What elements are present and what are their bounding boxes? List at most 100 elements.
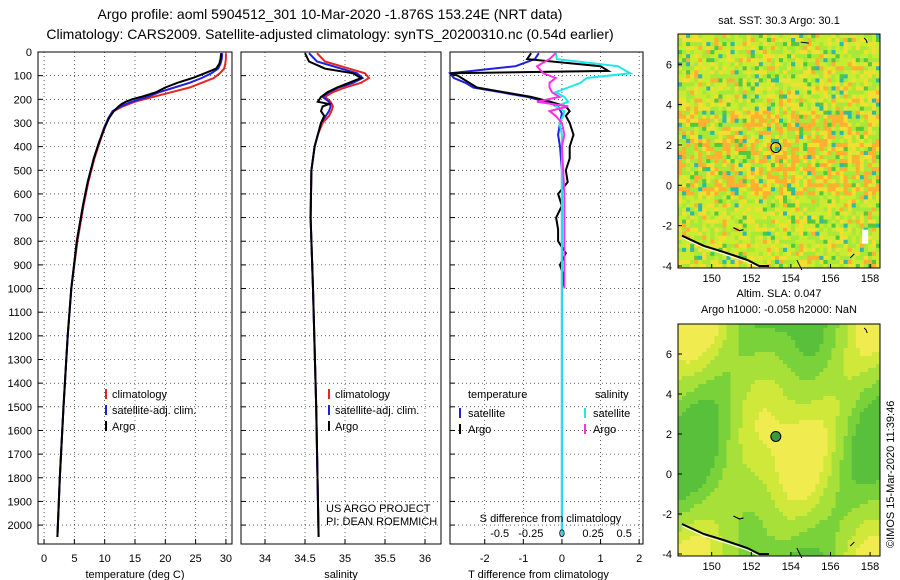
map-cell bbox=[742, 70, 747, 75]
map-cell bbox=[746, 142, 752, 148]
map-cell bbox=[710, 151, 715, 156]
map-cell bbox=[779, 328, 784, 333]
map-cell bbox=[702, 239, 707, 245]
map-cell bbox=[819, 352, 824, 357]
map-cell bbox=[807, 424, 812, 429]
map-cell bbox=[766, 191, 772, 196]
map-cell bbox=[779, 360, 784, 365]
map-cell bbox=[867, 360, 873, 365]
map-cell bbox=[819, 203, 824, 208]
map-cell bbox=[835, 203, 840, 208]
map-cell bbox=[791, 432, 796, 437]
map-cell bbox=[714, 203, 719, 208]
map-cell bbox=[746, 187, 752, 192]
map-cell bbox=[682, 66, 687, 71]
map-cell bbox=[823, 126, 828, 132]
map-cell bbox=[859, 94, 865, 99]
map-cell bbox=[718, 171, 723, 176]
map-cell bbox=[819, 86, 824, 91]
map-cell bbox=[847, 227, 853, 233]
map-cell bbox=[843, 444, 848, 449]
map-cell bbox=[783, 235, 788, 241]
map-cell bbox=[690, 46, 695, 51]
map-cell bbox=[815, 58, 820, 63]
map-cell bbox=[871, 110, 877, 116]
map-cell bbox=[851, 420, 857, 425]
map-cell bbox=[682, 94, 687, 99]
map-cell bbox=[876, 432, 881, 437]
map-cell bbox=[682, 58, 687, 63]
map-cell bbox=[702, 388, 707, 393]
map-cell bbox=[734, 114, 739, 120]
map-cell bbox=[738, 203, 743, 208]
map-cell bbox=[839, 175, 844, 180]
map-cell bbox=[726, 187, 731, 192]
map-cell bbox=[750, 243, 756, 249]
map-cell bbox=[803, 122, 808, 128]
map-cell bbox=[686, 376, 691, 381]
map-cell bbox=[876, 368, 881, 373]
map-cell bbox=[855, 54, 861, 59]
map-cell bbox=[718, 38, 723, 43]
map-cell bbox=[783, 348, 788, 353]
map-cell bbox=[831, 118, 836, 124]
map-cell bbox=[718, 187, 723, 192]
map-cell bbox=[750, 171, 756, 176]
map-cell bbox=[698, 54, 703, 59]
map-cell bbox=[799, 372, 804, 377]
map-cell bbox=[819, 231, 824, 237]
map-cell bbox=[799, 396, 804, 401]
map-cell bbox=[815, 452, 820, 457]
map-cell bbox=[686, 42, 691, 47]
map-cell bbox=[706, 199, 711, 204]
map-cell bbox=[754, 440, 760, 445]
map-cell bbox=[746, 420, 752, 425]
map-cell bbox=[694, 448, 699, 453]
map-cell bbox=[859, 388, 865, 393]
map-cell bbox=[742, 62, 747, 67]
map-cell bbox=[698, 90, 703, 95]
map-cell bbox=[803, 219, 808, 224]
map-cell bbox=[746, 118, 752, 124]
map-cell bbox=[770, 424, 776, 429]
map-cell bbox=[859, 332, 865, 337]
map-cell bbox=[770, 239, 776, 245]
map-cell bbox=[863, 364, 869, 369]
map-cell bbox=[787, 231, 792, 237]
map-cell bbox=[722, 404, 727, 409]
map-cell bbox=[843, 126, 848, 132]
map-cell bbox=[795, 38, 800, 43]
map-cell bbox=[811, 211, 816, 216]
map-cell bbox=[839, 400, 844, 405]
map-cell bbox=[859, 78, 865, 83]
map-cell bbox=[835, 255, 840, 261]
map-cell bbox=[847, 138, 853, 144]
map-cell bbox=[867, 255, 873, 261]
map-cell bbox=[787, 340, 792, 345]
map-cell bbox=[831, 54, 836, 59]
map-cell bbox=[787, 264, 792, 269]
map-cell bbox=[843, 243, 848, 249]
map-cell bbox=[799, 404, 804, 409]
map-cell bbox=[799, 460, 804, 465]
map-cell bbox=[775, 259, 780, 265]
map-cell bbox=[876, 444, 881, 449]
map-cell bbox=[851, 34, 857, 39]
map-cell bbox=[775, 78, 780, 83]
map-cell bbox=[722, 324, 727, 329]
map-cell bbox=[762, 211, 768, 216]
map-cell bbox=[742, 227, 747, 233]
map-cell bbox=[783, 62, 788, 67]
map-cell bbox=[871, 360, 877, 365]
map-cell bbox=[815, 360, 820, 365]
map-cell bbox=[787, 155, 792, 160]
map-cell bbox=[847, 167, 853, 172]
map-cell bbox=[775, 86, 780, 91]
map-cell bbox=[730, 408, 735, 413]
map-cell bbox=[843, 203, 848, 208]
map-cell bbox=[867, 452, 873, 457]
map-cell bbox=[682, 175, 687, 180]
map-cell bbox=[851, 239, 857, 245]
map-cell bbox=[839, 223, 844, 228]
map-cell bbox=[779, 82, 784, 87]
